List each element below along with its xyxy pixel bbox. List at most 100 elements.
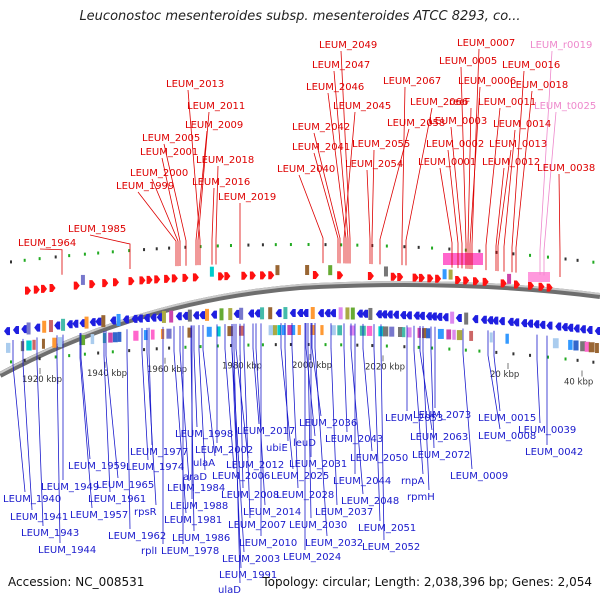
label-leader-line: [103, 330, 111, 493]
label-leader-line: [405, 107, 433, 266]
label-leader-line: [235, 323, 249, 459]
track-dot: [68, 354, 71, 358]
gene-feature: [34, 323, 41, 332]
gene-label: LEUM_2031: [289, 459, 347, 470]
gene-label: LEUM_1961: [88, 494, 146, 505]
gene-feature: [392, 310, 399, 319]
gene-feature: [584, 341, 591, 352]
gene-feature: [382, 326, 389, 337]
gene-feature: [268, 325, 275, 336]
label-leader-line: [22, 338, 33, 511]
gene-feature: [164, 274, 171, 283]
label-leader-line: [36, 337, 44, 527]
track-dot: [168, 346, 171, 350]
gene-feature: [472, 315, 479, 324]
gene-label: LEUM_0011: [478, 97, 536, 108]
gene-label: LEUM_2041: [292, 142, 350, 153]
gene-feature: [218, 272, 225, 281]
gene-feature: [455, 275, 462, 284]
gene-feature: [182, 311, 189, 320]
scale-tick-label: 40 kbp: [564, 377, 593, 387]
label-leader-line: [430, 326, 435, 449]
gene-feature: [131, 314, 138, 323]
gene-feature: [507, 273, 512, 284]
gene-label: ulaA: [193, 458, 215, 469]
label-leader-line: [195, 130, 208, 266]
gene-feature: [595, 343, 599, 354]
gene-feature: [507, 317, 514, 326]
gene-feature: [254, 309, 261, 318]
gene-label: LEUM_0018: [510, 80, 568, 91]
gene-feature: [401, 327, 406, 338]
gene-label: LEUM_0009: [450, 471, 508, 482]
gene-feature: [413, 311, 420, 320]
gene-feature: [4, 327, 10, 336]
gene-label: LEUM_2000: [130, 168, 188, 179]
gene-feature: [450, 311, 455, 324]
track-dot: [111, 350, 114, 354]
label-leader-line: [503, 129, 516, 272]
gene-features: [4, 253, 600, 354]
gene-label: LEUM_2032: [305, 538, 363, 549]
gene-feature: [422, 328, 427, 339]
gene-feature: [146, 275, 153, 284]
label-leader-line: [333, 70, 349, 264]
gene-feature: [79, 335, 86, 346]
label-leader-line: [105, 330, 119, 479]
gene-feature: [500, 279, 507, 288]
gene-feature: [329, 309, 336, 318]
gene-label: LEUM_1943: [21, 528, 79, 539]
label-leader-line: [536, 334, 541, 424]
track-dot: [274, 243, 277, 247]
gene-feature: [187, 309, 192, 322]
gene-feature: [117, 331, 122, 342]
gene-label: LEUM_2052: [362, 542, 420, 553]
label-leader-line: [202, 324, 216, 457]
gene-feature: [297, 325, 301, 336]
track-dot: [529, 253, 532, 257]
gene-feature: [489, 332, 493, 343]
gene-feature: [89, 318, 96, 327]
track-dot: [340, 243, 343, 247]
gene-feature: [361, 309, 368, 318]
gene-feature: [281, 325, 286, 336]
track-dots: [10, 243, 595, 364]
gene-label: LEUM_t0025: [534, 101, 596, 112]
gene-label: LEUM_2028: [276, 490, 334, 501]
gene-label: LEUM_2019: [218, 192, 276, 203]
gene-label: LEUM_0005: [439, 56, 497, 67]
track-dot: [261, 243, 264, 247]
track-dot: [10, 360, 12, 364]
label-leader-line: [80, 332, 91, 460]
gene-feature: [79, 319, 86, 328]
gene-feature: [427, 274, 434, 283]
gene-feature: [464, 312, 469, 325]
gene-feature: [89, 280, 96, 289]
label-leader-line: [161, 157, 181, 266]
label-leader-line: [89, 234, 131, 269]
gene-label: LEUM_1985: [68, 224, 126, 235]
track-dot: [54, 255, 57, 259]
label-leader-line: [462, 328, 473, 470]
gene-feature: [430, 312, 437, 321]
label-leader-line: [340, 50, 351, 264]
gene-label: LEUM_0012: [482, 157, 540, 168]
gene-feature: [573, 340, 579, 351]
gene-feature: [505, 333, 509, 344]
gene-label: LEUM_1941: [10, 512, 68, 523]
gene-label: LEUM_0003: [429, 116, 487, 127]
gene-feature: [573, 324, 580, 333]
gene-feature: [133, 330, 139, 341]
gene-feature: [397, 326, 403, 337]
gene-feature: [305, 265, 310, 276]
label-leader-line: [179, 325, 190, 482]
gene-label: LEUM_2049: [319, 40, 377, 51]
label-leader-line: [146, 327, 157, 506]
gene-label: LEUM_1981: [164, 515, 222, 526]
scale-tick-label: 20 kbp: [490, 370, 519, 380]
gene-feature: [588, 342, 595, 353]
gene-feature: [568, 339, 573, 350]
gene-feature: [275, 309, 282, 318]
label-leader-line: [224, 324, 235, 470]
